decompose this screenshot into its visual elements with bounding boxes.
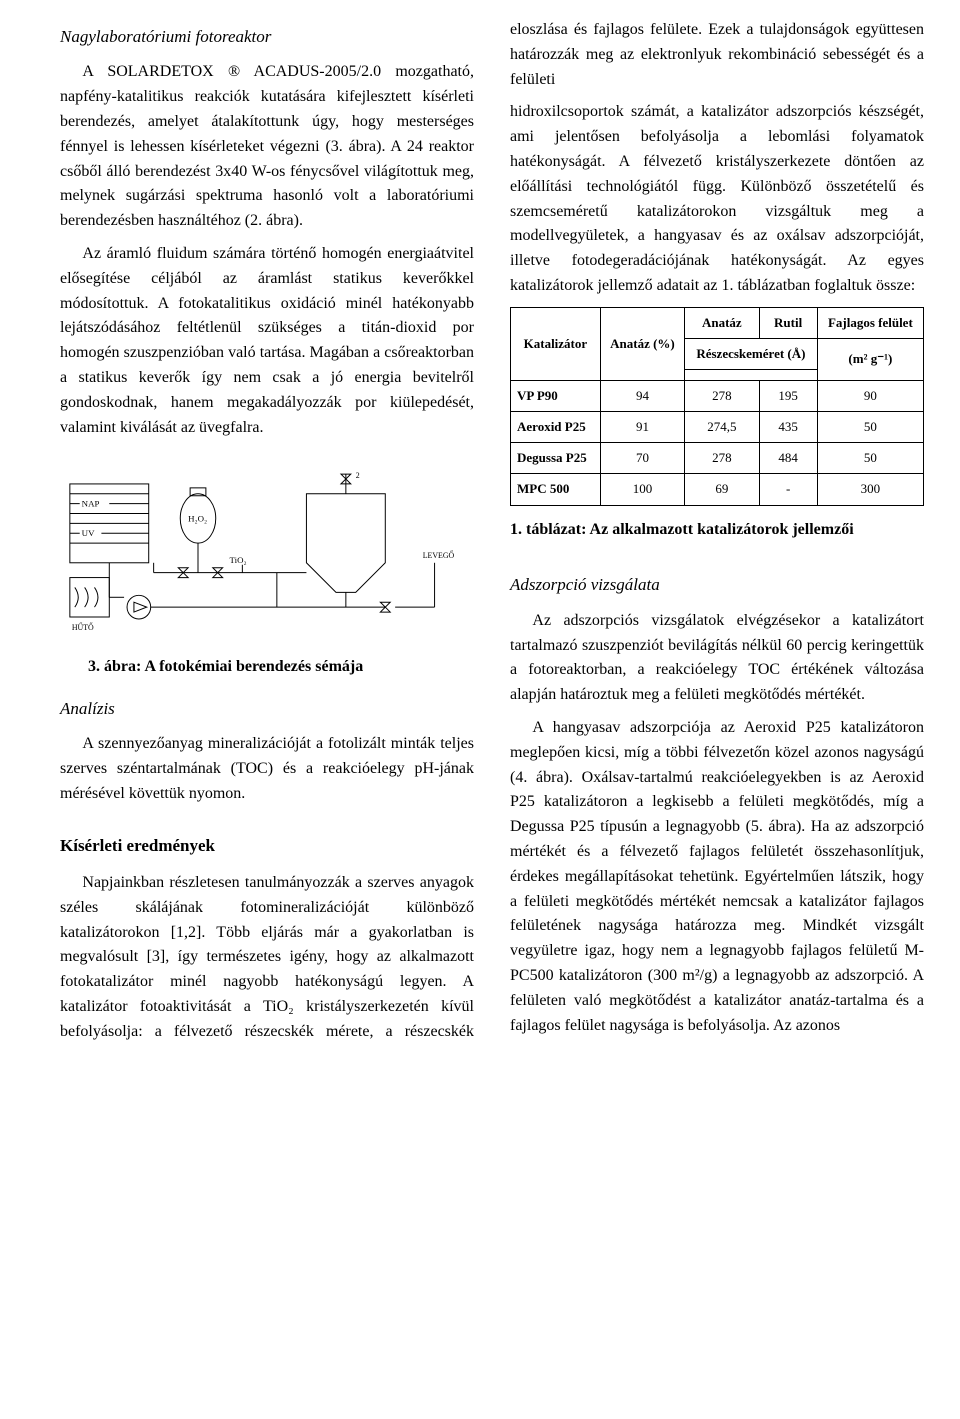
th-anataz: Anatáz: [685, 307, 759, 338]
th-rutil: Rutil: [759, 307, 817, 338]
label-cooler: HŰTŐ: [72, 622, 94, 632]
label-tio2: TiO₂: [230, 555, 247, 565]
paragraph: Az áramló fluidum számára történő homogé…: [60, 242, 474, 440]
table-cell: 90: [817, 381, 923, 412]
table-cell: Aeroxid P25: [511, 412, 601, 443]
table-cell: 300: [817, 474, 923, 505]
table-cell: 278: [685, 443, 759, 474]
table-cell: 484: [759, 443, 817, 474]
table-cell: 195: [759, 381, 817, 412]
paragraph: hidroxilcsoportok számát, a katalizátor …: [510, 100, 924, 298]
table-row: Aeroxid P2591274,543550: [511, 412, 924, 443]
paragraph: A szennyezőanyag mineralizációját a foto…: [60, 732, 474, 806]
table-cell: -: [759, 474, 817, 505]
table-cell: 94: [600, 381, 684, 412]
section-title-analysis: Analízis: [60, 696, 474, 722]
th-catalyst: Katalizátor: [511, 307, 601, 380]
label-h2o2: H₂O₂: [188, 514, 207, 524]
label-air: LEVEGŐ: [423, 550, 455, 560]
table-cell: 70: [600, 443, 684, 474]
figure-3-schematic: NAP UV HŰTŐ H₂O₂: [60, 458, 474, 638]
label-uv: UV: [82, 528, 95, 538]
table-cell: 69: [685, 474, 759, 505]
label-nap: NAP: [82, 499, 100, 509]
th-area-unit: (m² g⁻¹): [817, 338, 923, 380]
th-felulet: Fajlagos felület: [817, 307, 923, 338]
paragraph: A hangyasav adszorpciója az Aeroxid P25 …: [510, 716, 924, 1038]
table-cell: 100: [600, 474, 684, 505]
table-row: Degussa P257027848450: [511, 443, 924, 474]
catalyst-table: Katalizátor Anatáz (%) Anatáz Rutil Fajl…: [510, 307, 924, 506]
table-cell: 50: [817, 443, 923, 474]
th-size: Részecskeméret (Å): [685, 338, 818, 369]
table-1-block: Katalizátor Anatáz (%) Anatáz Rutil Fajl…: [510, 307, 924, 543]
table-row: VP P909427819590: [511, 381, 924, 412]
paragraph: A SOLARDETOX ® ACADUS-2005/2.0 mozgathat…: [60, 60, 474, 234]
svg-text:2: 2: [356, 471, 360, 480]
paragraph: Az adszorpciós vizsgálatok elvégzésekor …: [510, 609, 924, 708]
table-cell: MPC 500: [511, 474, 601, 505]
section-title-adsorption: Adszorpció vizsgálata: [510, 572, 924, 598]
table-row: MPC 50010069-300: [511, 474, 924, 505]
table-cell: 435: [759, 412, 817, 443]
table-cell: 274,5: [685, 412, 759, 443]
section-title-results: Kísérleti eredmények: [60, 833, 474, 859]
th-anataz-pct: Anatáz (%): [600, 307, 684, 380]
table-cell: VP P90: [511, 381, 601, 412]
figure-3-caption: 3. ábra: A fotokémiai berendezés sémája: [88, 658, 363, 675]
table-cell: Degussa P25: [511, 443, 601, 474]
table-cell: 91: [600, 412, 684, 443]
table-cell: 50: [817, 412, 923, 443]
table-cell: 278: [685, 381, 759, 412]
section-title-photoreactor: Nagylaboratóriumi fotoreaktor: [60, 24, 474, 50]
table-1-caption: 1. táblázat: Az alkalmazott katalizátoro…: [510, 521, 854, 538]
figure-3: NAP UV HŰTŐ H₂O₂: [60, 458, 474, 680]
